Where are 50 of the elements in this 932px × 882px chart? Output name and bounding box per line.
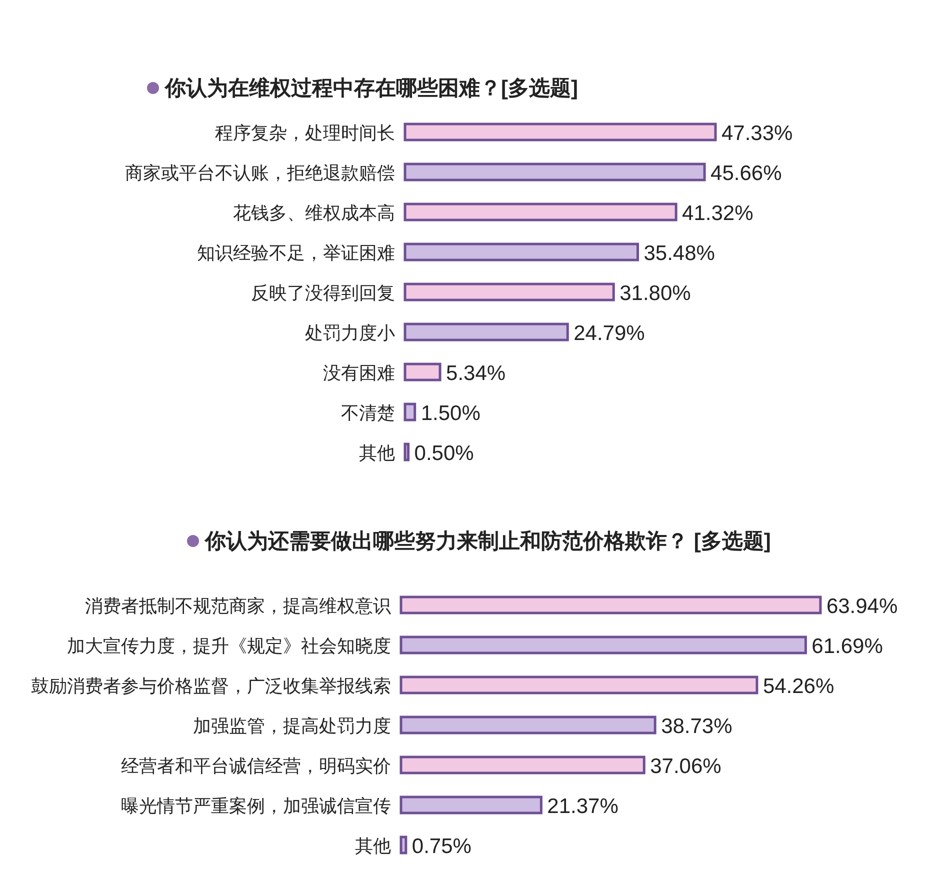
y-tick-label: 经营者和平台诚信经营，明码实价 [121,756,391,776]
chart-title: 你认为还需要做出哪些努力来制止和防范价格欺诈？ [多选题] [204,529,771,553]
bar [400,756,646,774]
y-tick-label: 商家或平台不认账，拒绝退款赔偿 [125,163,395,183]
bar [400,716,656,734]
y-tick-label: 反映了没得到回复 [251,283,395,303]
data-label: 35.48% [644,242,715,265]
data-label: 1.50% [420,402,480,425]
bar [404,282,615,302]
data-label: 5.34% [446,362,506,385]
bar [404,362,442,382]
bar [404,122,717,142]
bar [404,202,678,222]
data-label: 63.94% [826,595,898,618]
y-tick-label: 加强监管，提高处罚力度 [193,716,391,736]
data-label: 0.75% [412,835,472,858]
bar [404,402,416,422]
data-label: 0.50% [414,442,474,465]
y-tick-label: 鼓励消费者参与价格监督，广泛收集举报线索 [31,676,391,696]
bar [400,836,408,854]
data-label: 61.69% [812,635,883,658]
bar [404,162,706,182]
bar [400,596,822,614]
bar [404,322,569,342]
y-tick-label: 处罚力度小 [305,323,395,343]
data-label: 24.79% [574,322,645,345]
y-tick-label: 程序复杂，处理时间长 [215,123,395,143]
bar [400,796,542,814]
y-tick-label: 其他 [355,836,391,856]
bar [404,442,410,462]
data-label: 41.32% [682,202,754,225]
data-label: 38.73% [661,715,732,738]
chart-title: 你认为在维权过程中存在哪些困难？[多选题] [164,76,578,100]
y-tick-label: 不清楚 [341,403,395,423]
y-tick-label: 其他 [359,443,395,463]
bar [400,636,807,654]
y-tick-label: 消费者抵制不规范商家，提高维权意识 [85,596,391,616]
data-label: 45.66% [710,162,782,185]
data-label: 47.33% [721,122,793,145]
data-label: 21.37% [547,795,618,818]
y-tick-label: 花钱多、维权成本高 [233,203,395,223]
bar [400,676,758,694]
data-label: 31.80% [620,282,691,305]
y-tick-label: 曝光情节严重案例，加强诚信宣传 [121,796,391,816]
y-tick-label: 知识经验不足，举证困难 [197,243,395,263]
data-label: 37.06% [650,755,722,778]
bar [404,242,639,262]
y-tick-label: 没有困难 [323,363,395,383]
y-tick-label: 加大宣传力度，提升《规定》社会知晓度 [67,636,391,656]
data-label: 54.26% [762,675,834,698]
